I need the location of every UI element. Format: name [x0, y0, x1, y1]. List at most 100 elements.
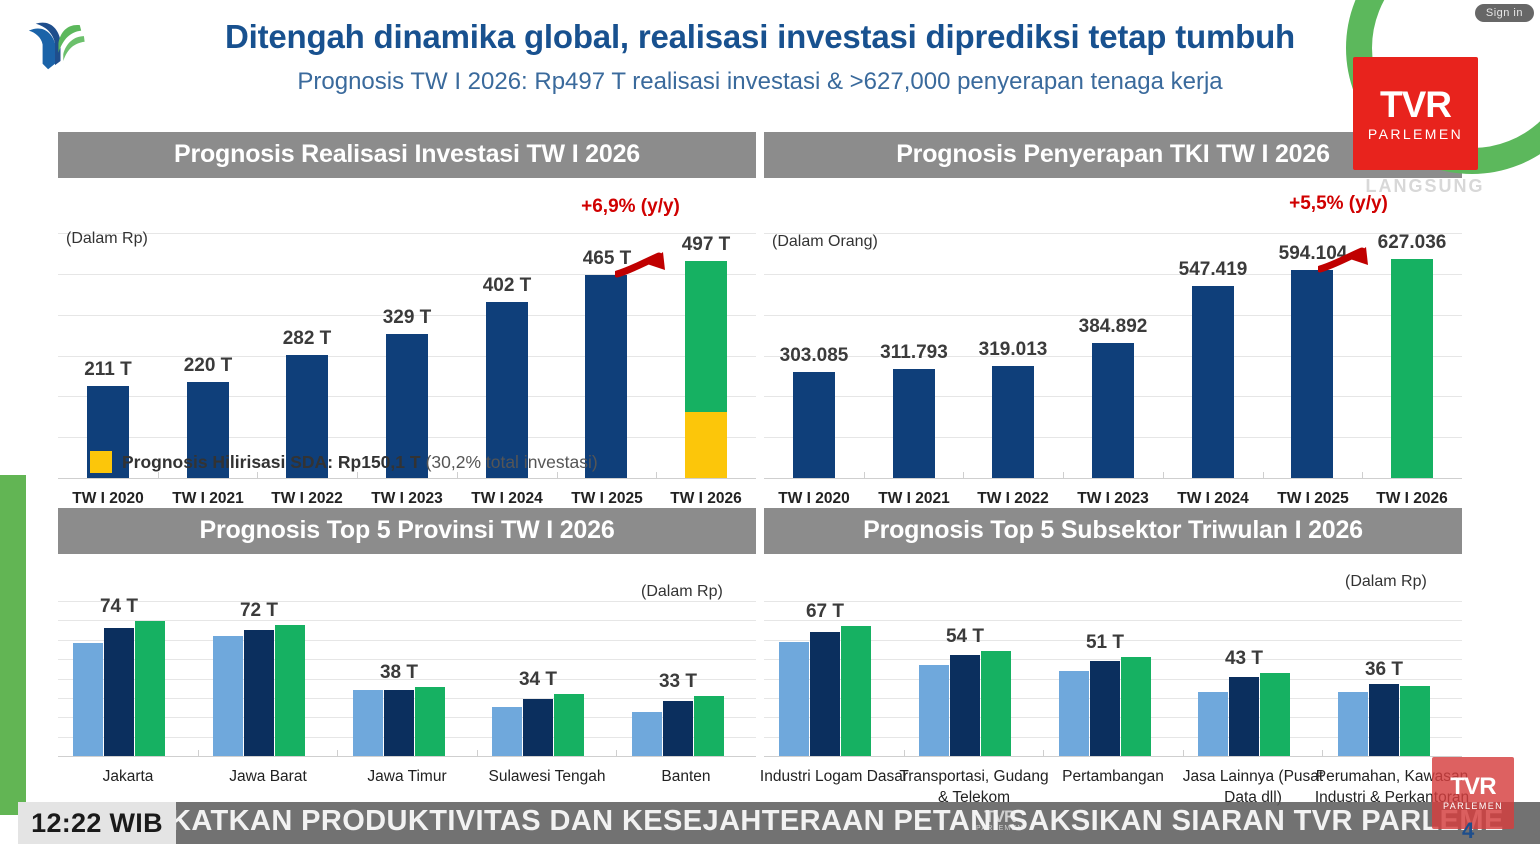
- bar: [523, 699, 553, 756]
- chart4-unit-note: (Dalam Rp): [1345, 573, 1427, 590]
- bar: [1291, 270, 1333, 478]
- chart-top5-provinsi: 74 T Jakarta 72 T Jawa Barat 38 T Jawa Timur 3…: [58, 596, 756, 785]
- bar: [1229, 677, 1259, 756]
- ticker-text: KATKAN PRODUKTIVITAS DAN KESEJAHTERAAN P…: [176, 805, 1504, 837]
- gridline: [58, 601, 756, 602]
- tvr-logo-subtext: PARLEMEN: [1367, 125, 1464, 142]
- axis-category-label: Pertambangan: [1062, 768, 1164, 785]
- axis-category-label: Jasa Lainnya (Pusat Data dll): [1182, 768, 1324, 806]
- axis-tick: [864, 472, 865, 479]
- axis-tick: [1163, 472, 1164, 479]
- bar: [1198, 692, 1228, 756]
- axis-category-label: Jakarta: [102, 768, 154, 785]
- left-green-accent-bar: [0, 475, 26, 815]
- gridline: [764, 315, 1462, 316]
- gridline: [764, 274, 1462, 275]
- axis-category-label: TW I 2020: [778, 490, 850, 507]
- watermark-logo-subtext: PARLEMEN: [1442, 801, 1504, 811]
- bar: [386, 334, 428, 478]
- axis-category-label: TW I 2025: [571, 490, 643, 507]
- gridline: [58, 274, 756, 275]
- axis-category-label: TW I 2021: [172, 490, 244, 507]
- axis-category-label: TW I 2025: [1277, 490, 1349, 507]
- gridline: [58, 233, 756, 234]
- axis-tick: [1043, 750, 1044, 757]
- bar-value-label: 627.036: [1377, 232, 1447, 253]
- bar: [244, 630, 274, 756]
- bar-value-label: 72 T: [239, 600, 279, 621]
- gridline: [58, 478, 756, 479]
- axis-tick: [337, 750, 338, 757]
- bar: [950, 655, 980, 756]
- bar: [663, 701, 693, 756]
- axis-tick: [477, 750, 478, 757]
- axis-category-label: Transportasi, Gudang & Telekom: [899, 768, 1049, 806]
- bar: [1090, 661, 1120, 756]
- axis-tick: [457, 472, 458, 479]
- axis-category-label: Jawa Timur: [367, 768, 447, 785]
- chart-top5-subsektor: 67 T Industri Logam Dasar 54 T Transportasi…: [760, 601, 1469, 806]
- chart1-legend: Prognosis Hilirisasi SDA: Rp150,1 T (30,…: [90, 451, 598, 473]
- bar-value-label: 282 T: [282, 328, 332, 349]
- axis-category-label: Banten: [661, 768, 711, 785]
- axis-category-label: Perumahan, Kawasan Industri & Perkantora…: [1314, 768, 1470, 806]
- bar: [632, 712, 662, 756]
- axis-tick: [1063, 472, 1064, 479]
- bar: [1391, 259, 1433, 478]
- bar-value-label: 67 T: [805, 601, 845, 622]
- chart-penyerapan-tki: 303.085 TW I 2020 311.793 TW I 2021 319.013 T…: [764, 232, 1462, 529]
- gridline: [58, 315, 756, 316]
- axis-category-label: TW I 2023: [371, 490, 443, 507]
- bar: [893, 369, 935, 478]
- bar-value-label: 384.892: [1078, 316, 1148, 337]
- bar: [486, 302, 528, 478]
- bar: [810, 632, 840, 756]
- clock-text: 12:22 WIB: [31, 807, 163, 838]
- ticker-logo-text: TVR: [984, 807, 1016, 826]
- watermark-tvr-logo: TVR PARLEMEN: [1432, 757, 1514, 829]
- axis-tick: [1263, 472, 1264, 479]
- bar: [1192, 286, 1234, 478]
- ticker-tvr-logo: TVR PARLEMEN: [976, 808, 1024, 832]
- ticker-logo-subtext: PARLEMEN: [976, 825, 1024, 832]
- sign-in-button[interactable]: Sign in: [1474, 4, 1534, 22]
- panel-penyerapan-tki: Prognosis Penyerapan TKI TW I 2026 303.0…: [764, 132, 1462, 529]
- bar: [1338, 692, 1368, 756]
- live-badge-label: LANGSUNG: [1365, 176, 1485, 196]
- bar: [415, 687, 445, 756]
- axis-category-label: Jawa Barat: [229, 768, 307, 785]
- bar: [1260, 673, 1290, 756]
- bar: [73, 643, 103, 756]
- gridline: [764, 620, 1462, 621]
- axis-category-label: TW I 2022: [271, 490, 343, 507]
- axis-category-label: TW I 2024: [471, 490, 543, 507]
- bar-value-label: 594.104: [1278, 243, 1348, 264]
- axis-category-label: Sulawesi Tengah: [488, 768, 606, 785]
- bar: [384, 690, 414, 756]
- bar-value-label: 74 T: [99, 596, 139, 617]
- news-ticker: KATKAN PRODUKTIVITAS DAN KESEJAHTERAAN P…: [176, 802, 1540, 844]
- axis-tick: [1183, 750, 1184, 757]
- bar: [694, 696, 724, 756]
- bar: [275, 625, 305, 756]
- axis-tick: [357, 472, 358, 479]
- bar-value-label: 38 T: [379, 662, 419, 683]
- axis-tick: [1362, 472, 1363, 479]
- bar: [492, 707, 522, 756]
- bar-value-label: 43 T: [1224, 648, 1264, 669]
- bar: [286, 355, 328, 478]
- panel2-title: Prognosis Penyerapan TKI TW I 2026: [764, 132, 1462, 178]
- legend-swatch-hilirisasi: [90, 451, 112, 473]
- axis-category-label: TW I 2020: [72, 490, 144, 507]
- bar-value-label: 497 T: [681, 234, 731, 255]
- axis-category-label: TW I 2021: [878, 490, 950, 507]
- bar: [1092, 343, 1134, 478]
- panel-realisasi-investasi: Prognosis Realisasi Investasi TW I 2026 …: [58, 132, 756, 529]
- chart2-growth-annotation: +5,5% (y/y): [1289, 193, 1388, 214]
- bar-segment-hilirisasi: [685, 412, 727, 478]
- page-header: Ditengah dinamika global, realisasi inve…: [0, 0, 1540, 120]
- bar-value-label: 303.085: [779, 345, 849, 366]
- bar: [1369, 684, 1399, 756]
- bar: [353, 690, 383, 756]
- axis-category-label: TW I 2024: [1177, 490, 1249, 507]
